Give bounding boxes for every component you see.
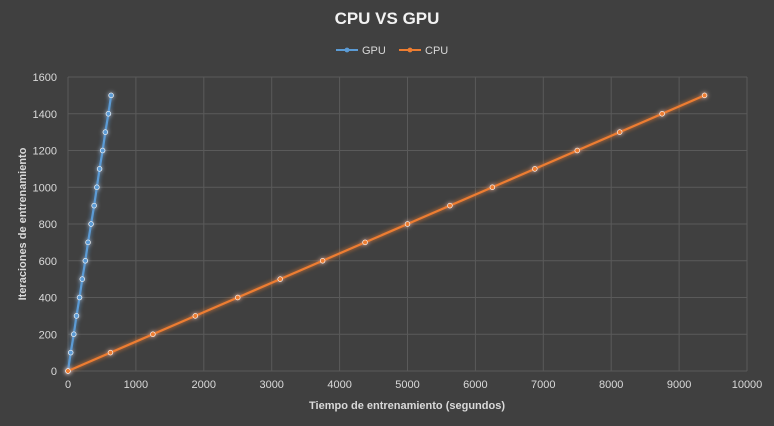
data-point-gpu — [91, 202, 97, 209]
data-point-cpu — [150, 331, 156, 337]
y-tick-label: 1400 — [33, 109, 57, 121]
data-point-cpu — [616, 129, 623, 135]
y-tick-label: 600 — [39, 256, 57, 268]
y-tick-label: 200 — [39, 329, 57, 341]
data-point-gpu — [108, 92, 114, 99]
data-point-gpu — [94, 184, 100, 190]
data-point-gpu — [76, 294, 83, 301]
data-point-cpu — [65, 368, 71, 374]
y-tick-label: 1200 — [33, 146, 57, 158]
x-axis-title: Tiempo de entrenamiento (segundos) — [309, 400, 505, 412]
y-tick-label: 1000 — [33, 182, 57, 194]
data-point-cpu — [235, 294, 241, 301]
chart-title: CPU VS GPU — [335, 9, 440, 28]
x-tick-label: 4000 — [327, 379, 351, 391]
series-layer — [65, 92, 708, 374]
legend-label-gpu: GPU — [362, 45, 386, 57]
data-point-cpu — [447, 202, 453, 209]
series-cpu — [65, 92, 708, 374]
series-line-gpu — [66, 95, 113, 372]
data-point-gpu — [96, 166, 103, 172]
legend-marker-cpu — [407, 47, 413, 53]
data-point-gpu — [99, 147, 106, 154]
x-tick-label: 9000 — [667, 379, 691, 391]
legend-label-cpu: CPU — [425, 45, 448, 57]
y-tick-label: 800 — [39, 219, 57, 231]
data-point-gpu — [73, 313, 80, 319]
data-point-cpu — [574, 147, 580, 154]
x-tick-label: 7000 — [531, 379, 555, 391]
data-point-cpu — [362, 239, 368, 246]
data-point-gpu — [82, 258, 89, 264]
x-tick-label: 0 — [65, 379, 71, 391]
x-tick-label: 8000 — [599, 379, 623, 391]
data-point-cpu — [532, 166, 538, 172]
x-tick-label: 10000 — [732, 379, 763, 391]
data-point-gpu — [68, 349, 74, 356]
x-tick-label: 3000 — [259, 379, 283, 391]
data-point-cpu — [659, 111, 665, 117]
data-point-gpu — [79, 276, 85, 282]
series-line-cpu — [67, 94, 705, 373]
data-point-cpu — [107, 349, 114, 356]
data-point-gpu — [85, 239, 91, 246]
y-tick-label: 0 — [51, 366, 57, 378]
x-tick-label: 5000 — [395, 379, 419, 391]
x-tick-label: 2000 — [192, 379, 216, 391]
x-tick-label: 6000 — [463, 379, 487, 391]
data-point-cpu — [489, 184, 496, 190]
y-tick-label: 400 — [39, 293, 57, 305]
tick-labels: 0 200 400 600 800 1000 1200 1400 1600 0 1000 2000 30… — [33, 72, 763, 391]
data-point-cpu — [701, 92, 708, 99]
data-point-gpu — [88, 221, 94, 227]
legend-marker-gpu — [344, 47, 350, 53]
data-point-gpu — [102, 129, 109, 135]
data-point-gpu — [71, 331, 77, 337]
x-tick-label: 1000 — [124, 379, 148, 391]
legend: GPU CPU — [336, 45, 448, 57]
series-gpu — [65, 92, 114, 374]
data-point-cpu — [319, 258, 326, 264]
y-tick-label: 1600 — [33, 72, 57, 84]
data-point-gpu — [105, 111, 112, 117]
data-point-cpu — [404, 221, 411, 227]
data-point-cpu — [192, 313, 199, 319]
y-axis-title: Iteraciones de entrenamiento — [17, 147, 29, 300]
data-point-cpu — [277, 276, 283, 282]
